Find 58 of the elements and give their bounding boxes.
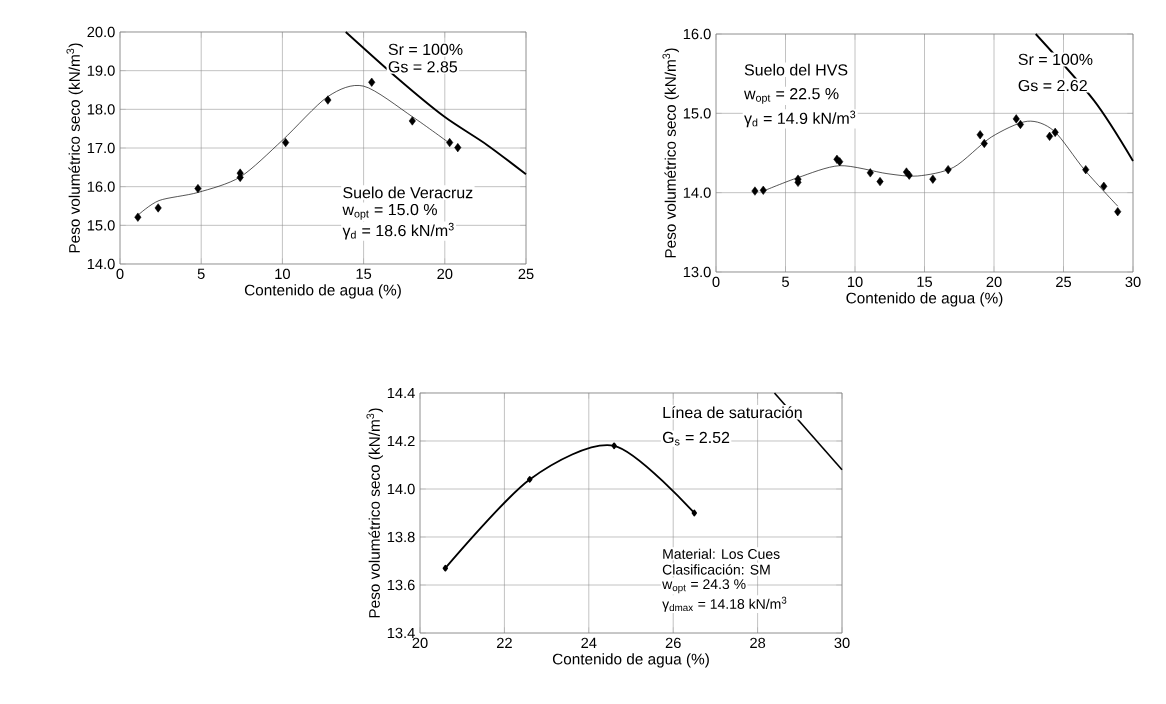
y-tick-label: 14.2: [387, 435, 415, 447]
y-tick-label: 18.0: [87, 104, 115, 115]
x-axis-title: Contenido de agua (%): [846, 292, 1003, 307]
x-tick-label: 15: [917, 276, 933, 287]
x-tick-label: 24: [581, 637, 597, 648]
x-axis-title: Contenido de agua (%): [244, 284, 401, 299]
annotation: Gs = 2.62: [1018, 79, 1087, 92]
annotation: w$_{opt}$ = 22.5 %: [744, 87, 839, 104]
y-axis-title: Peso volumétrico seco (kN/m$^{3}$): [662, 48, 679, 258]
y-tick-label: 20.0: [87, 26, 115, 38]
annotation: Sr = 100%: [1018, 53, 1093, 66]
y-tick-label: 14.0: [683, 187, 711, 198]
annotation: w$_{opt}$ = 24.3 %: [662, 579, 746, 594]
annotation: Línea de saturación: [663, 406, 802, 419]
y-tick-label: 14.0: [87, 258, 115, 270]
y-tick-label: 13.6: [387, 579, 415, 591]
x-tick-label: 15: [356, 268, 372, 279]
annotation: G$_{s}$ = 2.52: [662, 431, 730, 446]
y-tick-label: 16.0: [683, 28, 711, 40]
x-tick-label: 10: [275, 268, 290, 280]
x-tick-label: 30: [834, 637, 850, 649]
y-tick-label: 16.0: [87, 181, 115, 192]
y-tick-label: 19.0: [87, 65, 115, 76]
x-tick-label: 20: [437, 268, 453, 280]
x-tick-label: 5: [197, 268, 205, 279]
annotation: γ$_{d}$ = 14.9 kN/m$^{3}$: [744, 110, 856, 128]
x-tick-label: 20: [986, 276, 1002, 288]
annotation: Clasificación: SM: [662, 564, 770, 575]
y-tick-label: 17.0: [87, 142, 115, 154]
x-tick-label: 25: [1056, 276, 1072, 288]
x-tick-label: 0: [712, 276, 720, 288]
y-tick-label: 14.0: [387, 483, 415, 495]
x-tick-label: 10: [847, 276, 863, 288]
x-tick-label: 25: [518, 268, 534, 280]
y-tick-label: 15.0: [87, 220, 115, 231]
y-tick-label: 15.0: [683, 108, 711, 119]
y-tick-label: 13.4: [387, 627, 415, 639]
y-tick-label: 13.0: [683, 266, 711, 278]
annotation: γ$_{d}$ = 18.6 kN/m$^{3}$: [342, 222, 454, 240]
x-tick-label: 0: [116, 268, 124, 280]
annotation: γ$_{dmax}$ = 14.18 kN/m$^{3}$: [662, 596, 787, 612]
x-axis-title: Contenido de agua (%): [552, 653, 709, 668]
annotation: Suelo del HVS: [744, 63, 848, 76]
x-tick-label: 20: [412, 637, 428, 649]
y-tick-label: 14.4: [387, 387, 415, 399]
annotation: Material: Los Cues: [663, 548, 780, 559]
x-tick-label: 30: [1125, 276, 1141, 288]
annotation: Gs = 2.85: [388, 61, 458, 73]
y-tick-label: 13.8: [387, 531, 415, 543]
y-axis-title: Peso volumétrico seco (kN/m$^{3}$): [66, 43, 83, 253]
x-tick-label: 22: [496, 637, 512, 648]
x-tick-label: 28: [750, 637, 766, 649]
annotation: w$_{opt}$ = 15.0 %: [342, 203, 437, 220]
x-tick-label: 26: [665, 637, 681, 649]
x-tick-label: 5: [782, 276, 789, 287]
y-axis-title: Peso volumétrico seco (kN/m$^{3}$): [366, 408, 383, 618]
annotation: Suelo de Veracruz: [343, 186, 473, 199]
annotation: Sr = 100%: [388, 43, 463, 56]
